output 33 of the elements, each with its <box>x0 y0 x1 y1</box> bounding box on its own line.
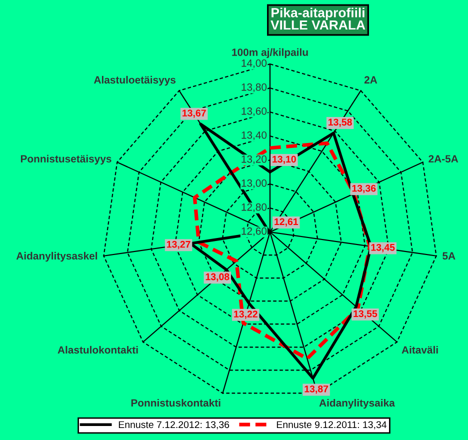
data-label: 12,61 <box>274 218 298 227</box>
spoke-label: Aitaväli <box>402 346 438 354</box>
spoke-label: 5A <box>442 252 456 260</box>
data-label: 13,45 <box>371 244 395 252</box>
spoke-label: Alastulokontakti <box>58 346 138 354</box>
chart-title: Pika-aitaprofiili VILLE VARALA <box>270 8 366 30</box>
spoke-label: 2A <box>364 76 378 84</box>
y-tick-label: 13,80 <box>242 83 267 92</box>
legend-label: Ennuste 9.12.2011: 13,34 <box>276 421 387 430</box>
data-label: 13,67 <box>182 110 206 118</box>
y-tick-label: 12,80 <box>242 203 267 212</box>
spoke-label: Aidanylitysaika <box>319 398 395 409</box>
data-label: 13,55 <box>354 310 378 319</box>
legend-label: Ennuste 7.12.2012: 13,36 <box>118 421 230 430</box>
y-tick-label: 12,60 <box>242 227 267 236</box>
data-label: 13,27 <box>166 240 190 250</box>
y-tick-label: 13,40 <box>242 131 267 140</box>
y-tick-label: 13,00 <box>242 179 267 188</box>
spoke-label: Ponnistusetäisyys <box>20 154 112 165</box>
data-label: 13,22 <box>234 310 258 319</box>
y-tick-label: 14,00 <box>242 59 267 68</box>
data-label: 13,87 <box>304 385 328 394</box>
data-label: 13,10 <box>272 156 296 164</box>
y-tick-label: 13,60 <box>242 107 267 116</box>
spoke-label: Alastuloetäisyys <box>94 76 176 86</box>
data-label: 13,08 <box>206 273 230 282</box>
spoke-label: Aidanylitysaskel <box>16 252 98 262</box>
y-tick-label: 13,20 <box>242 155 267 164</box>
spoke-label: Ponnistuskontakti <box>131 398 220 407</box>
spoke-label: 2A-5A <box>428 155 458 163</box>
data-label: 13,58 <box>328 118 352 127</box>
spoke-label: 100m aj/kilpailu <box>232 48 308 58</box>
data-label: 13,36 <box>352 184 376 194</box>
